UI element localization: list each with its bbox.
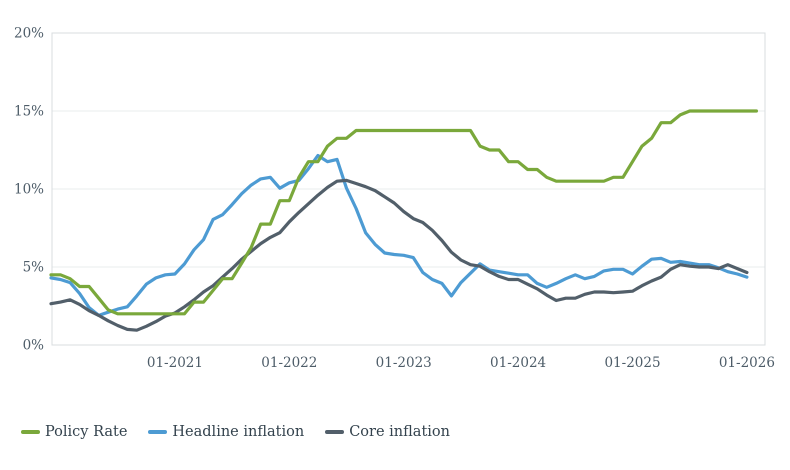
chart-plot-area: 0% 5% 10% 15% 20% 01-2021 01-2022 01-2023 01-202…	[14, 26, 775, 372]
x-tick-label: 01-2022	[261, 355, 317, 371]
x-tick-label: 01-2025	[604, 355, 660, 371]
y-tick-label: 15%	[14, 104, 44, 120]
chart-legend: Policy Rate Headline inflation Core infl…	[21, 423, 450, 441]
legend-label-policy-rate: Policy Rate	[45, 424, 128, 440]
legend-item-core-inflation: Core inflation	[325, 423, 450, 441]
y-tick-label: 5%	[23, 260, 45, 276]
x-tick-label: 01-2021	[147, 355, 203, 371]
legend-item-headline-inflation: Headline inflation	[148, 423, 304, 441]
policy-rate-line	[49, 109, 759, 316]
headline-inflation-line	[49, 153, 749, 317]
x-tick-label: 01-2023	[376, 355, 432, 371]
x-tick-label: 01-2026	[719, 355, 775, 371]
x-tick-label: 01-2024	[490, 355, 546, 371]
plot-border	[51, 32, 766, 346]
y-tick-label: 20%	[14, 26, 44, 42]
policy-rate-line-swatch	[21, 430, 40, 434]
core-inflation-line	[49, 178, 749, 332]
legend-label-core-inflation: Core inflation	[349, 424, 450, 440]
core-inflation-line-swatch	[325, 430, 345, 434]
headline-inflation-line-swatch	[148, 430, 168, 434]
y-tick-label: 10%	[14, 182, 44, 198]
legend-label-headline-inflation: Headline inflation	[172, 424, 305, 440]
legend-item-policy-rate: Policy Rate	[21, 423, 127, 441]
y-tick-label: 0%	[23, 338, 45, 354]
